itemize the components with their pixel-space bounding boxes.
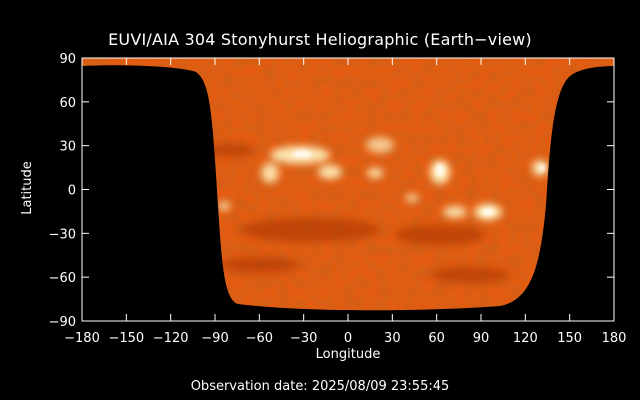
y-tick-label: −30 bbox=[49, 227, 76, 242]
x-tick-label: −90 bbox=[201, 331, 228, 346]
y-axis-ticks: 90 60 30 0 −30 −60 −90 bbox=[49, 52, 614, 330]
x-tick-label: −120 bbox=[153, 331, 189, 346]
y-tick-label: 30 bbox=[59, 140, 76, 155]
y-tick-label: 90 bbox=[59, 52, 76, 67]
y-tick-label: −60 bbox=[49, 271, 76, 286]
x-tick-label: −60 bbox=[246, 331, 273, 346]
x-axis-ticks: −180 −150 −120 −90 −60 −30 0 30 60 90 120 150 180 bbox=[64, 58, 626, 346]
map-title: EUVI/AIA 304 Stonyhurst Heliographic (Ea… bbox=[108, 30, 532, 49]
x-tick-label: 180 bbox=[602, 331, 627, 346]
x-tick-label: 30 bbox=[384, 331, 401, 346]
x-tick-label: −150 bbox=[108, 331, 144, 346]
y-tick-label: −90 bbox=[49, 315, 76, 330]
x-tick-label: 90 bbox=[473, 331, 490, 346]
y-tick-label: 0 bbox=[68, 184, 76, 199]
x-tick-label: 120 bbox=[513, 331, 538, 346]
observation-date: Observation date: 2025/08/09 23:55:45 bbox=[190, 379, 450, 394]
x-tick-label: 0 bbox=[344, 331, 352, 346]
y-tick-label: 60 bbox=[59, 96, 76, 111]
x-axis-label: Longitude bbox=[316, 347, 381, 362]
x-tick-label: 150 bbox=[557, 331, 582, 346]
x-tick-label: −180 bbox=[64, 331, 100, 346]
x-tick-label: 60 bbox=[428, 331, 445, 346]
y-axis-label: Latitude bbox=[20, 161, 35, 215]
x-tick-label: −30 bbox=[290, 331, 317, 346]
